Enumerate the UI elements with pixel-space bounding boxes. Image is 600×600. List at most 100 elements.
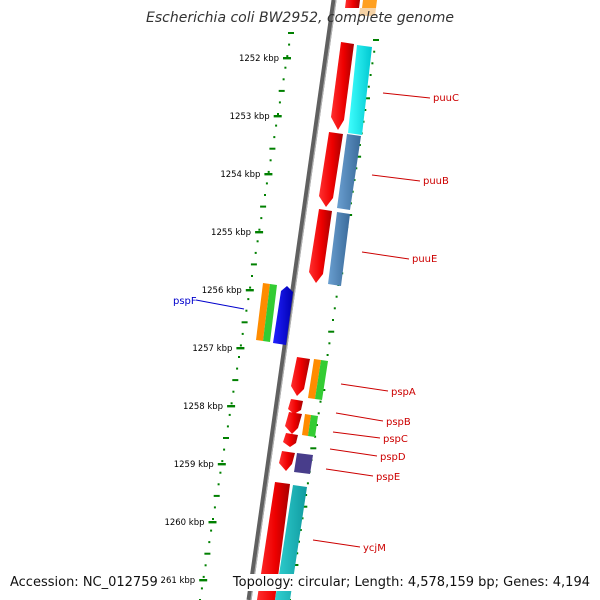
kbp-tick-mark (264, 173, 273, 176)
left-track-dot (241, 321, 248, 324)
right-track-dot (371, 62, 374, 65)
gene-label-pspE[interactable]: pspE (376, 472, 400, 483)
feature-pspC-orange (302, 414, 311, 436)
left-track-dot (278, 101, 281, 104)
left-track-dot (269, 159, 272, 162)
left-track-dot (238, 356, 240, 358)
gene-label-pspC[interactable]: pspC (383, 434, 408, 445)
feature-puuE-red (309, 209, 332, 283)
right-track-dot (364, 97, 370, 100)
gene-labels: puuC puuB puuE pspF pspA pspB pspC pspD … (173, 93, 459, 554)
kbp-tick-label: 1256 kbp (202, 286, 242, 296)
left-track-dot (204, 552, 211, 555)
left-track-dot (247, 298, 250, 301)
right-track-dot (326, 354, 329, 356)
left-track-dot (264, 194, 266, 196)
kbp-tick-label: 1257 kbp (192, 344, 232, 354)
right-track-dot (292, 564, 299, 566)
feature-ycjM-red (257, 482, 290, 600)
gene-label-puuE[interactable]: puuE (412, 254, 437, 265)
left-track-dot (217, 483, 220, 486)
pspB-label-line (335, 412, 384, 422)
left-track-dot (236, 367, 239, 370)
feature-pspF-green (263, 284, 277, 342)
left-track-dot (251, 275, 253, 277)
feature-pspF-blue (273, 286, 293, 345)
left-track-dot (230, 402, 233, 405)
gene-label-puuB[interactable]: puuB (423, 176, 449, 187)
right-track-dot (364, 109, 367, 111)
left-track-dot (213, 506, 216, 509)
left-track-dot (232, 390, 235, 393)
left-track-dot (250, 263, 257, 266)
gene-label-lines (195, 92, 431, 548)
feature-pspF-orange (256, 283, 270, 341)
left-track-dot (212, 518, 214, 520)
left-track-dot (269, 147, 276, 150)
left-track-dot (239, 344, 242, 347)
left-track-dot (277, 113, 279, 115)
feature-puuE-steel (328, 212, 350, 286)
right-track-dot (367, 85, 370, 88)
left-track-dot (223, 448, 226, 451)
left-track-dot (249, 286, 252, 289)
right-track-dot (305, 494, 308, 496)
right-track-dot (298, 540, 300, 543)
right-track-dot (328, 342, 331, 345)
feature-puuB-red (319, 132, 343, 207)
left-track-dot (232, 379, 239, 382)
left-track-dot (286, 55, 289, 58)
left-track-dot (200, 587, 203, 590)
right-track-dot (333, 307, 336, 310)
kbp-tick-mark (227, 405, 236, 408)
gene-label-pspF[interactable]: pspF (173, 296, 197, 307)
left-track-dot (245, 309, 248, 312)
feature-puuC-cyan (348, 45, 372, 135)
left-track-dot (267, 170, 270, 173)
kbp-tick-mark (283, 57, 291, 60)
left-track-dot (278, 89, 285, 92)
kbp-tick-mark (273, 115, 282, 118)
right-track-dot (299, 529, 302, 531)
gene-label-pspA[interactable]: pspA (391, 387, 416, 398)
gene-label-puuC[interactable]: puuC (433, 93, 459, 104)
right-track-dot (355, 155, 362, 158)
feature-pspC-green (308, 415, 318, 437)
left-track-dot (221, 460, 224, 463)
left-track-dot (254, 251, 257, 254)
kbp-tick-mark (199, 579, 208, 582)
kbp-tick-mark (217, 463, 226, 466)
right-track-dot (373, 50, 376, 53)
left-track-dot (204, 564, 207, 567)
left-track-dot (265, 182, 268, 185)
pspD-label-line (329, 448, 378, 457)
gene-label-ycjM[interactable]: ycjM (363, 543, 386, 554)
feature-puuB-steel (337, 134, 361, 210)
right-track-dot (355, 167, 358, 170)
left-track-dot (284, 66, 287, 69)
right-track-dot (314, 435, 317, 438)
pspF-label-line (195, 299, 245, 310)
left-track-dot (219, 471, 222, 474)
right-track-dot (296, 552, 299, 555)
right-track-dot (310, 447, 317, 450)
left-track-dot (202, 575, 205, 578)
right-track-dot (373, 39, 379, 41)
kbp-tick-label: 1259 kbp (174, 460, 214, 470)
kbp-tick-mark (236, 347, 245, 350)
right-track-dot (353, 179, 356, 181)
right-track-dot (369, 74, 372, 76)
pspC-label-line (332, 431, 381, 439)
kbp-tick-label: 1252 kbp (239, 54, 279, 64)
gene-label-pspB[interactable]: pspB (386, 417, 411, 428)
right-track-dot (332, 319, 334, 321)
kbp-tick-label: 1258 kbp (183, 402, 223, 412)
feature-pspA-green (315, 360, 328, 400)
pspA-label-line (340, 383, 389, 392)
left-track-dot (260, 217, 263, 220)
right-track-dot (358, 144, 361, 146)
right-track-dot (328, 330, 335, 333)
feature-ycjM-cyan (275, 485, 307, 600)
gene-label-pspD[interactable]: pspD (380, 452, 406, 463)
